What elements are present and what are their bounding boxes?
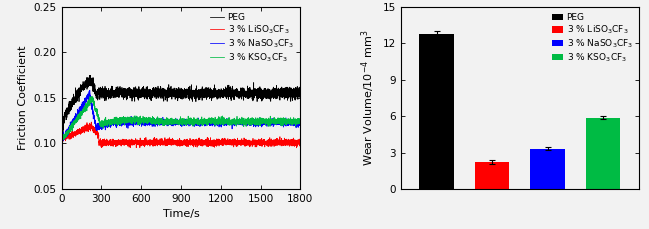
3 % NaSO$_3$CF$_3$ <box>125 123 132 126</box>
3 % KSO$_3$CF$_3$ <box>59 138 67 141</box>
3 % NaSO$_3$CF$_3$ <box>86 89 93 92</box>
3 % KSO$_3$CF$_3$ <box>206 121 214 124</box>
3 % NaSO$_3$CF$_3$ <box>202 122 210 125</box>
3 % LiSO$_3$CF$_3$ <box>109 143 117 146</box>
PEG <box>109 89 117 92</box>
3 % NaSO$_3$CF$_3$ <box>59 139 67 142</box>
3 % LiSO$_3$CF$_3$ <box>274 142 282 145</box>
3 % NaSO$_3$CF$_3$ <box>58 135 66 138</box>
3 % KSO$_3$CF$_3$ <box>58 136 66 139</box>
PEG <box>58 136 66 139</box>
3 % NaSO$_3$CF$_3$ <box>274 118 282 121</box>
3 % KSO$_3$CF$_3$ <box>297 120 304 123</box>
3 % LiSO$_3$CF$_3$ <box>58 138 66 141</box>
3 % KSO$_3$CF$_3$ <box>125 118 132 121</box>
3 % NaSO$_3$CF$_3$ <box>297 121 304 124</box>
Line: PEG: PEG <box>62 75 300 139</box>
3 % LiSO$_3$CF$_3$ <box>297 144 304 146</box>
3 % NaSO$_3$CF$_3$ <box>297 119 304 122</box>
Y-axis label: Wear Volume/10$^{-4}$ mm$^3$: Wear Volume/10$^{-4}$ mm$^3$ <box>360 30 377 166</box>
3 % LiSO$_3$CF$_3$ <box>297 138 304 141</box>
Y-axis label: Friction Coefficient: Friction Coefficient <box>18 46 28 150</box>
3 % LiSO$_3$CF$_3$ <box>293 146 300 149</box>
3 % KSO$_3$CF$_3$ <box>86 95 94 98</box>
PEG <box>297 91 304 94</box>
3 % LiSO$_3$CF$_3$ <box>88 121 95 123</box>
PEG <box>202 86 210 89</box>
3 % LiSO$_3$CF$_3$ <box>206 141 214 143</box>
Line: 3 % LiSO$_3$CF$_3$: 3 % LiSO$_3$CF$_3$ <box>62 122 300 148</box>
PEG <box>274 88 282 91</box>
3 % KSO$_3$CF$_3$ <box>202 119 210 122</box>
3 % NaSO$_3$CF$_3$ <box>109 123 117 125</box>
Line: 3 % KSO$_3$CF$_3$: 3 % KSO$_3$CF$_3$ <box>62 97 300 140</box>
Line: 3 % NaSO$_3$CF$_3$: 3 % NaSO$_3$CF$_3$ <box>62 90 300 141</box>
3 % LiSO$_3$CF$_3$ <box>202 142 210 144</box>
3 % LiSO$_3$CF$_3$ <box>125 142 132 144</box>
PEG <box>206 90 214 93</box>
PEG <box>86 74 93 77</box>
Legend: PEG, 3 % LiSO$_3$CF$_3$, 3 % NaSO$_3$CF$_3$, 3 % KSO$_3$CF$_3$: PEG, 3 % LiSO$_3$CF$_3$, 3 % NaSO$_3$CF$… <box>208 11 296 65</box>
PEG <box>58 137 66 140</box>
Bar <box>586 118 620 189</box>
Bar <box>475 162 509 189</box>
X-axis label: Time/s: Time/s <box>163 209 199 219</box>
3 % KSO$_3$CF$_3$ <box>109 120 117 123</box>
Bar <box>530 149 565 189</box>
PEG <box>125 90 132 93</box>
3 % KSO$_3$CF$_3$ <box>297 120 304 123</box>
Bar <box>419 34 454 189</box>
3 % KSO$_3$CF$_3$ <box>274 122 282 125</box>
Legend: PEG, 3 % LiSO$_3$CF$_3$, 3 % NaSO$_3$CF$_3$, 3 % KSO$_3$CF$_3$: PEG, 3 % LiSO$_3$CF$_3$, 3 % NaSO$_3$CF$… <box>550 11 635 65</box>
PEG <box>297 93 304 95</box>
3 % NaSO$_3$CF$_3$ <box>206 122 214 124</box>
